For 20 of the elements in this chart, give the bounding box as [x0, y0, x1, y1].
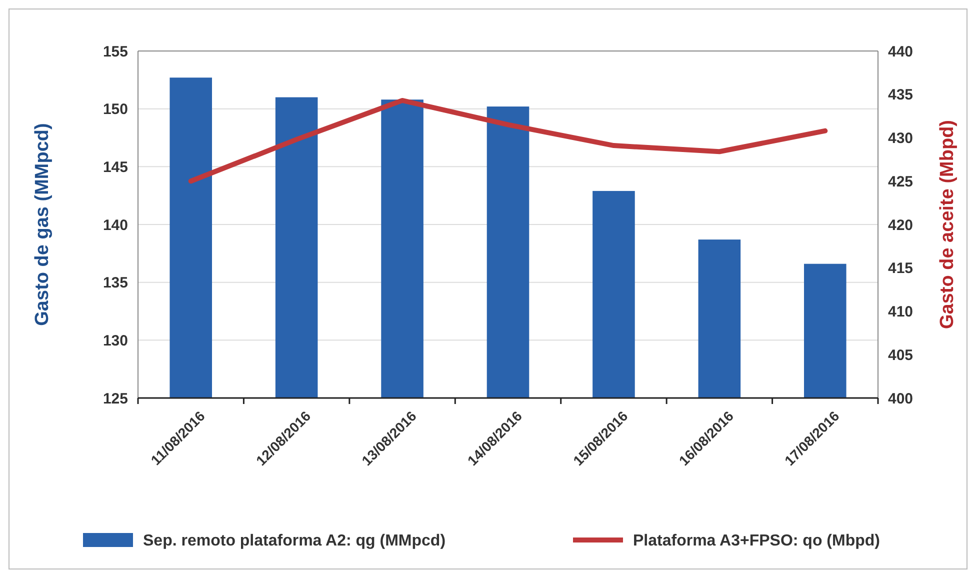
legend-label: Plataforma A3+FPSO: qo (Mbpd)	[633, 532, 880, 550]
y2-tick-label: 400	[888, 390, 914, 408]
legend-label: Sep. remoto plataforma A2: qg (MMpcd)	[143, 532, 446, 550]
y-tick-label: 145	[102, 158, 128, 176]
y-tick-label: 155	[102, 43, 128, 60]
y2-tick-label: 410	[888, 304, 914, 320]
y2-tick-label: 425	[888, 173, 914, 190]
y-axis-title: Gasto de gas (MMpcd)	[32, 123, 53, 326]
y-tick-label: 135	[102, 274, 128, 292]
y-tick-label: 150	[102, 101, 128, 118]
y-tick-label: 130	[102, 332, 128, 350]
y2-tick-label: 420	[888, 216, 914, 234]
y-tick-label: 140	[102, 216, 128, 234]
y2-axis-title: Gasto de aceite (Mbpd)	[937, 120, 958, 330]
y2-tick-label: 430	[888, 130, 914, 147]
y2-tick-label: 440	[888, 43, 914, 60]
y2-tick-label: 405	[888, 346, 914, 364]
y2-tick-label: 415	[888, 260, 914, 278]
y-tick-label: 125	[102, 390, 128, 408]
y2-tick-label: 435	[888, 86, 914, 104]
